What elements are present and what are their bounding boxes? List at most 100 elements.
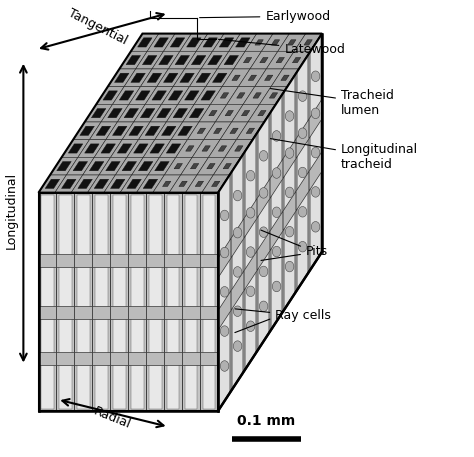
Polygon shape bbox=[285, 76, 294, 309]
Polygon shape bbox=[191, 55, 206, 65]
Polygon shape bbox=[85, 104, 113, 122]
Polygon shape bbox=[110, 352, 128, 365]
Polygon shape bbox=[179, 181, 187, 186]
Ellipse shape bbox=[233, 341, 242, 351]
Polygon shape bbox=[250, 51, 278, 69]
Polygon shape bbox=[225, 111, 234, 116]
Polygon shape bbox=[160, 140, 187, 157]
Polygon shape bbox=[38, 254, 56, 267]
Polygon shape bbox=[66, 157, 94, 175]
Polygon shape bbox=[248, 75, 256, 80]
Polygon shape bbox=[145, 87, 173, 104]
Polygon shape bbox=[145, 126, 160, 135]
Polygon shape bbox=[127, 140, 155, 157]
Polygon shape bbox=[182, 306, 200, 319]
Polygon shape bbox=[191, 164, 199, 169]
Polygon shape bbox=[215, 104, 243, 122]
Polygon shape bbox=[202, 146, 210, 151]
Polygon shape bbox=[209, 140, 237, 157]
Polygon shape bbox=[163, 181, 171, 186]
Polygon shape bbox=[209, 111, 217, 116]
Ellipse shape bbox=[285, 261, 294, 272]
Ellipse shape bbox=[298, 167, 307, 178]
Ellipse shape bbox=[272, 168, 281, 178]
Polygon shape bbox=[119, 51, 147, 69]
Polygon shape bbox=[200, 254, 218, 267]
Polygon shape bbox=[140, 69, 168, 87]
Polygon shape bbox=[129, 87, 157, 104]
Ellipse shape bbox=[246, 207, 255, 218]
Polygon shape bbox=[117, 144, 132, 153]
Polygon shape bbox=[173, 69, 201, 87]
Polygon shape bbox=[56, 306, 74, 319]
Polygon shape bbox=[304, 40, 312, 45]
Polygon shape bbox=[181, 157, 209, 175]
Polygon shape bbox=[152, 51, 180, 69]
Polygon shape bbox=[104, 175, 132, 193]
Polygon shape bbox=[154, 38, 168, 47]
Polygon shape bbox=[200, 193, 218, 411]
Polygon shape bbox=[270, 211, 283, 250]
Polygon shape bbox=[296, 53, 309, 292]
Polygon shape bbox=[182, 352, 200, 365]
Polygon shape bbox=[120, 175, 148, 193]
Polygon shape bbox=[149, 195, 162, 409]
Polygon shape bbox=[74, 306, 92, 319]
Polygon shape bbox=[136, 91, 150, 100]
Text: Tracheid
lumen: Tracheid lumen bbox=[271, 89, 394, 117]
Polygon shape bbox=[57, 162, 71, 171]
Polygon shape bbox=[192, 140, 220, 157]
Polygon shape bbox=[143, 179, 158, 188]
Polygon shape bbox=[155, 122, 182, 140]
Polygon shape bbox=[138, 162, 153, 171]
Polygon shape bbox=[185, 51, 212, 69]
Ellipse shape bbox=[220, 361, 229, 371]
Polygon shape bbox=[157, 109, 171, 118]
Polygon shape bbox=[122, 122, 150, 140]
Polygon shape bbox=[110, 254, 128, 267]
Ellipse shape bbox=[246, 321, 255, 331]
Polygon shape bbox=[231, 218, 244, 258]
Text: Pits: Pits bbox=[306, 245, 328, 258]
Polygon shape bbox=[197, 157, 225, 175]
Polygon shape bbox=[166, 104, 194, 122]
Ellipse shape bbox=[285, 187, 294, 198]
Ellipse shape bbox=[298, 91, 307, 101]
Polygon shape bbox=[309, 99, 322, 138]
Polygon shape bbox=[241, 111, 250, 116]
Ellipse shape bbox=[259, 227, 268, 238]
Polygon shape bbox=[283, 191, 296, 231]
Polygon shape bbox=[199, 104, 227, 122]
Ellipse shape bbox=[298, 128, 307, 138]
Polygon shape bbox=[41, 195, 54, 409]
Polygon shape bbox=[278, 34, 306, 51]
Polygon shape bbox=[128, 193, 146, 411]
Polygon shape bbox=[187, 122, 215, 140]
Ellipse shape bbox=[246, 247, 255, 257]
Polygon shape bbox=[168, 51, 196, 69]
Polygon shape bbox=[243, 87, 271, 104]
Polygon shape bbox=[168, 91, 183, 100]
Polygon shape bbox=[257, 179, 270, 218]
Polygon shape bbox=[94, 179, 109, 188]
Polygon shape bbox=[113, 195, 126, 409]
Ellipse shape bbox=[259, 150, 268, 161]
Ellipse shape bbox=[233, 306, 242, 317]
Polygon shape bbox=[236, 38, 250, 47]
Polygon shape bbox=[201, 51, 229, 69]
Polygon shape bbox=[162, 87, 190, 104]
Ellipse shape bbox=[285, 226, 294, 237]
Polygon shape bbox=[260, 58, 268, 63]
Polygon shape bbox=[146, 306, 164, 319]
Polygon shape bbox=[85, 144, 99, 153]
Polygon shape bbox=[122, 162, 137, 171]
Polygon shape bbox=[115, 157, 143, 175]
Polygon shape bbox=[167, 195, 180, 409]
Polygon shape bbox=[234, 51, 262, 69]
Polygon shape bbox=[258, 111, 266, 116]
Ellipse shape bbox=[272, 246, 281, 257]
Polygon shape bbox=[196, 34, 224, 51]
Polygon shape bbox=[129, 126, 143, 135]
Polygon shape bbox=[296, 119, 309, 159]
Polygon shape bbox=[206, 69, 234, 87]
